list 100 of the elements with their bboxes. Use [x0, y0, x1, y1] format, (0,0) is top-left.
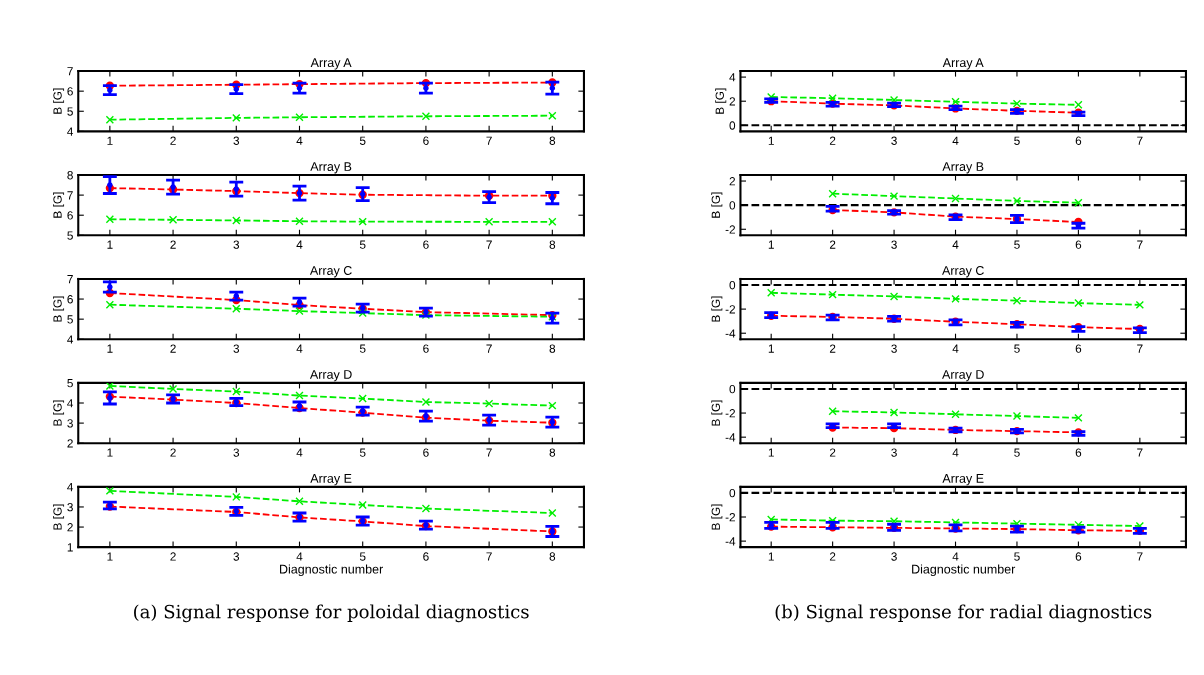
- x-axis-title: Diagnostic number: [280, 564, 383, 577]
- x-tick-label: 2: [170, 240, 176, 249]
- y-tick-label: 6: [67, 295, 73, 304]
- x-tick-label: 3: [233, 448, 240, 457]
- y-tick-label: 3: [67, 419, 73, 428]
- x-tick-label: 6: [423, 240, 429, 249]
- x-tick-label: 3: [891, 448, 897, 457]
- x-tick-label: 6: [423, 136, 429, 145]
- x-tick-label: 5: [359, 552, 366, 561]
- x-tick-label: 8: [549, 552, 556, 561]
- x-tick-label: 1: [107, 448, 113, 457]
- x-tick-label: 7: [486, 240, 492, 249]
- x-tick-label: 1: [107, 240, 113, 249]
- y-tick-label: 2: [67, 439, 73, 448]
- x-tick-label: 2: [170, 344, 176, 353]
- y-tick-label: 4: [67, 127, 74, 136]
- x-tick-label: 8: [549, 448, 556, 457]
- x-tick-label: 1: [768, 240, 774, 249]
- y-tick-label: 4: [67, 399, 74, 408]
- x-tick-label: 6: [1075, 136, 1082, 145]
- x-tick-label: 5: [1014, 552, 1020, 561]
- chart-title: Array B: [942, 162, 984, 174]
- x-tick-label: 6: [1075, 448, 1082, 457]
- x-tick-label: 7: [1137, 240, 1143, 249]
- x-tick-label: 6: [423, 344, 429, 353]
- x-tick-label: 2: [829, 552, 836, 561]
- x-tick-label: 5: [1014, 136, 1020, 145]
- y-axis-title: B [G]: [711, 504, 723, 530]
- x-tick-label: 1: [768, 136, 774, 145]
- chart-title: Array B: [310, 162, 352, 174]
- x-tick-label: 3: [891, 344, 897, 353]
- text: (a) Signal response for poloidal diagnostics: [134, 604, 529, 623]
- x-tick-label: 2: [829, 240, 836, 249]
- y-tick-label: 8: [67, 171, 73, 180]
- y-tick-label: 4: [67, 483, 74, 492]
- y-tick-label: -2: [725, 305, 736, 314]
- y-tick-label: 5: [67, 379, 73, 388]
- x-tick-label: 4: [296, 448, 303, 457]
- x-tick-label: 7: [486, 136, 492, 145]
- x-tick-label: 4: [952, 344, 959, 353]
- x-tick-label: 1: [107, 552, 113, 561]
- x-tick-label: 8: [549, 344, 556, 353]
- x-tick-label: 3: [233, 552, 240, 561]
- y-tick-label: 7: [67, 275, 73, 284]
- x-tick-label: 1: [768, 344, 774, 353]
- x-tick-label: 7: [486, 552, 492, 561]
- chart-title: Array C: [942, 266, 984, 278]
- x-axis-title: Diagnostic number: [912, 564, 1016, 577]
- y-axis-title: B [G]: [53, 192, 65, 218]
- x-tick-label: 3: [891, 136, 897, 145]
- y-tick-label: 5: [67, 231, 73, 240]
- y-tick-label: 0: [729, 384, 736, 394]
- x-tick-label: 5: [359, 344, 366, 353]
- x-tick-label: 7: [486, 448, 492, 457]
- y-tick-label: 5: [67, 107, 73, 116]
- y-tick-label: -2: [725, 225, 736, 234]
- y-tick-label: 3: [67, 502, 73, 512]
- y-tick-label: 2: [729, 97, 736, 106]
- y-axis-title: B [G]: [711, 400, 723, 426]
- x-tick-label: 5: [1014, 240, 1020, 249]
- x-tick-label: 3: [233, 344, 240, 353]
- x-tick-label: 4: [296, 240, 303, 249]
- text: (b) Signal response for radial diagnostics: [775, 604, 1152, 623]
- x-tick-label: 7: [1137, 136, 1143, 145]
- y-tick-label: 5: [67, 315, 73, 324]
- x-tick-label: 4: [952, 448, 959, 457]
- x-tick-label: 3: [233, 136, 240, 145]
- y-tick-label: -2: [725, 409, 736, 418]
- x-tick-label: 4: [952, 240, 959, 249]
- x-tick-label: 1: [768, 448, 774, 457]
- x-tick-label: 2: [170, 136, 176, 145]
- y-tick-label: 2: [67, 523, 73, 532]
- x-tick-label: 5: [1014, 344, 1020, 353]
- x-tick-label: 7: [486, 344, 492, 353]
- x-tick-label: 6: [423, 552, 429, 561]
- x-tick-label: 3: [891, 240, 897, 249]
- x-tick-label: 5: [359, 448, 366, 457]
- x-tick-label: 2: [170, 448, 176, 457]
- x-tick-label: 7: [1137, 344, 1143, 353]
- x-tick-label: 1: [107, 136, 113, 145]
- y-axis-title: B [G]: [53, 88, 65, 114]
- y-axis-title: B [G]: [53, 504, 65, 530]
- y-tick-label: 2: [729, 177, 736, 186]
- y-tick-label: 7: [67, 191, 73, 200]
- x-tick-label: 4: [952, 552, 959, 561]
- y-tick-label: -4: [725, 329, 736, 338]
- y-tick-label: 0: [729, 281, 736, 290]
- y-axis-title: B [G]: [53, 400, 65, 426]
- x-tick-label: 5: [359, 240, 366, 249]
- x-tick-label: 2: [170, 552, 176, 561]
- y-axis-title: B [G]: [711, 192, 723, 218]
- y-tick-label: 0: [729, 121, 736, 130]
- x-tick-label: 4: [952, 136, 959, 145]
- x-tick-label: 5: [1014, 448, 1020, 457]
- x-tick-label: 2: [829, 136, 836, 145]
- x-tick-label: 4: [296, 344, 303, 353]
- chart-title: Array D: [309, 370, 352, 382]
- x-tick-label: 8: [549, 136, 556, 145]
- chart-title: Array A: [310, 58, 352, 70]
- y-tick-label: 6: [67, 87, 73, 96]
